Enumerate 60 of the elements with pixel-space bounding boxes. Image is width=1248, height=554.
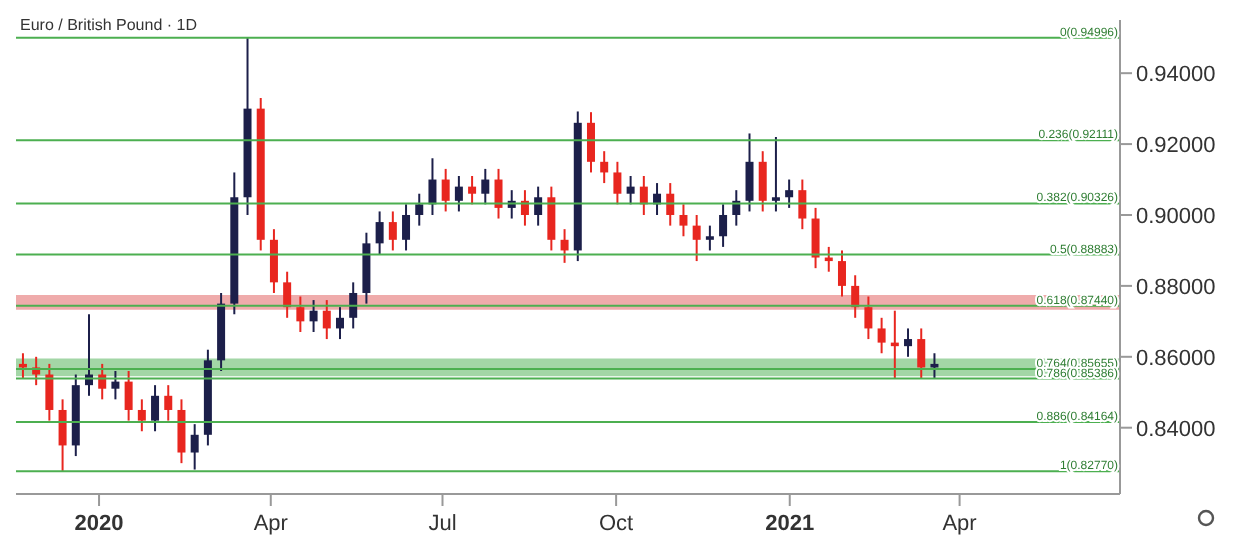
x-tick-label: Jul bbox=[428, 512, 457, 536]
candlestick bbox=[785, 178, 794, 209]
candlestick bbox=[322, 299, 331, 341]
candlestick bbox=[309, 299, 318, 333]
candlestick bbox=[600, 150, 609, 185]
candlestick bbox=[58, 398, 67, 472]
y-tick-label: 0.92000 bbox=[1136, 133, 1216, 158]
candlestick bbox=[679, 203, 688, 238]
candlestick bbox=[758, 150, 767, 213]
candlestick bbox=[454, 174, 463, 213]
candlestick bbox=[811, 206, 820, 270]
candlestick bbox=[45, 362, 54, 422]
x-tick-label: 2021 bbox=[765, 512, 815, 536]
candlestick bbox=[626, 174, 635, 206]
candlestick bbox=[137, 398, 146, 433]
candlestick bbox=[124, 369, 133, 422]
candlestick bbox=[864, 295, 873, 341]
candlestick bbox=[402, 203, 411, 252]
y-tick-label: 0.94000 bbox=[1136, 62, 1216, 87]
candlestick bbox=[547, 185, 556, 252]
candlestick bbox=[719, 203, 728, 248]
x-tick-label: 2020 bbox=[74, 512, 124, 536]
candlestick bbox=[415, 192, 424, 227]
candlestick bbox=[494, 167, 503, 220]
candlestick bbox=[560, 228, 569, 264]
candlestick bbox=[771, 135, 780, 213]
candlestick bbox=[388, 210, 397, 252]
candlestick bbox=[296, 295, 305, 333]
candlestick bbox=[705, 224, 714, 252]
candlestick bbox=[692, 213, 701, 263]
candlestick bbox=[349, 281, 358, 330]
candlestick bbox=[534, 185, 543, 227]
candlestick bbox=[904, 327, 913, 358]
chart-title: Euro / British Pound · 1D bbox=[20, 16, 197, 34]
candlestick bbox=[111, 369, 120, 401]
candlestick bbox=[586, 111, 595, 174]
candlestick bbox=[798, 178, 807, 231]
x-tick-label: Apr bbox=[253, 512, 289, 536]
candlestick bbox=[177, 398, 186, 465]
candlestick bbox=[481, 167, 490, 206]
candlestick bbox=[335, 306, 344, 341]
candlestick bbox=[468, 174, 477, 206]
candlestick bbox=[164, 384, 173, 422]
y-tick-label: 0.84000 bbox=[1136, 417, 1216, 442]
x-tick-label: Apr bbox=[942, 512, 978, 536]
candlestick bbox=[837, 249, 846, 298]
candlestick bbox=[190, 423, 199, 471]
candlestick bbox=[283, 270, 292, 319]
x-tick-label: Oct bbox=[599, 512, 634, 536]
candlestick bbox=[613, 160, 622, 206]
candlestick bbox=[151, 384, 160, 433]
candlestick bbox=[917, 327, 926, 380]
y-tick-label: 0.88000 bbox=[1136, 275, 1216, 300]
candlestick bbox=[877, 316, 886, 355]
candlestick bbox=[269, 228, 278, 294]
candlestick bbox=[441, 167, 450, 213]
y-tick-label: 0.86000 bbox=[1136, 346, 1216, 371]
candlestick bbox=[745, 132, 754, 213]
candlestick bbox=[375, 210, 384, 255]
y-tick-label: 0.90000 bbox=[1136, 204, 1216, 229]
